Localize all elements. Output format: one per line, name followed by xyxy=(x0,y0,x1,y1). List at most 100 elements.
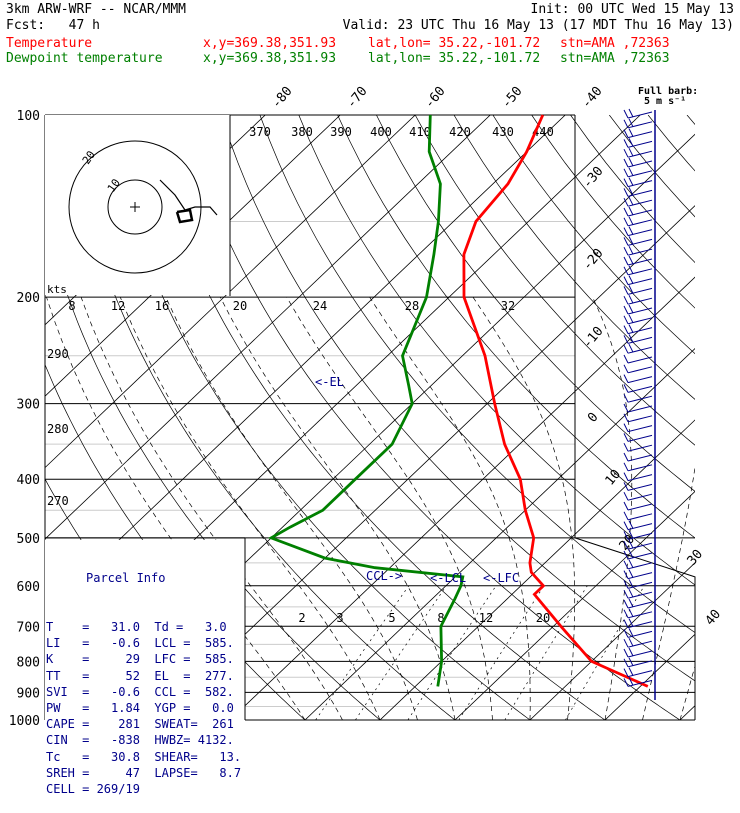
wind-barb-flag xyxy=(624,296,628,304)
wind-barb-flag xyxy=(624,277,628,285)
wind-barb-flag xyxy=(624,424,628,432)
wind-barb-flag xyxy=(624,610,628,618)
wind-barb-flag xyxy=(624,267,628,275)
theta-label: 410 xyxy=(409,125,431,139)
parcel-info-title: Parcel Info xyxy=(46,570,246,586)
parcel-info-row: SREH = 47 LAPSE= 8.7 xyxy=(46,765,246,781)
isotherm-label: 20 xyxy=(617,532,639,554)
wind-barb-flag xyxy=(629,276,633,284)
wind-barb-flag xyxy=(624,355,628,363)
hodograph-bg xyxy=(45,115,230,295)
pressure-label: 300 xyxy=(17,398,40,413)
wind-barb-flag xyxy=(624,316,628,324)
wind-barb-flag xyxy=(624,473,628,481)
wind-barb-flag xyxy=(624,149,628,157)
wind-barb-flag xyxy=(629,609,633,617)
parcel-info-row: SVI = -0.6 CCL = 582. xyxy=(46,684,246,700)
pressure-label: 200 xyxy=(17,291,40,306)
wind-barb-flag xyxy=(624,247,628,255)
wind-barb-flag xyxy=(629,138,633,146)
dewpoint-curve xyxy=(271,115,463,686)
pressure-label: 500 xyxy=(17,532,40,547)
isotherm-label: 0 xyxy=(585,410,602,426)
pressure-label: 100 xyxy=(17,109,40,124)
isotherm-label: 30 xyxy=(685,547,707,569)
wind-barb-flag xyxy=(629,344,633,352)
wind-barb-flag xyxy=(629,599,633,607)
wind-barb-flag xyxy=(624,345,628,353)
hodo-unit-label: kts xyxy=(47,283,67,296)
theta-label: 400 xyxy=(370,125,392,139)
wind-barb-flag xyxy=(624,198,628,206)
wind-barb-flag xyxy=(629,227,633,235)
wind-barb-flag xyxy=(624,512,628,520)
pressure-label: 1000 xyxy=(9,714,40,729)
moist-adiabat xyxy=(680,297,740,720)
wind-barb-flag xyxy=(629,315,633,323)
theta-label: 370 xyxy=(249,125,271,139)
wind-barb xyxy=(628,514,652,520)
wind-barb-flag xyxy=(624,306,628,314)
hodo-speed-label: 28 xyxy=(405,299,419,313)
wind-barb-flag xyxy=(629,217,633,225)
temperature-curve xyxy=(464,115,648,686)
mixing-ratio-label: 3 xyxy=(336,611,343,625)
moist-adiabat xyxy=(220,297,455,720)
isotherm-label: 40 xyxy=(703,607,725,629)
wind-barb xyxy=(628,357,652,363)
wind-barb-flag xyxy=(624,463,628,471)
isotherm-line xyxy=(380,115,740,720)
hodo-speed-label: 8 xyxy=(68,299,75,313)
wind-barb-flag xyxy=(624,139,628,147)
pressure-label: 800 xyxy=(17,655,40,670)
wind-barb-flag xyxy=(624,659,628,667)
pressure-label: 400 xyxy=(17,473,40,488)
isotherm-line xyxy=(305,115,740,720)
wind-barb-flag xyxy=(624,522,628,530)
isotherm-label: -50 xyxy=(499,84,526,112)
wind-barb-flag xyxy=(629,285,633,293)
wind-barb-flag xyxy=(624,502,628,510)
hodo-dir-label: 280 xyxy=(47,422,69,436)
wind-barb-flag xyxy=(629,560,633,568)
theta-label: 380 xyxy=(291,125,313,139)
parcel-info-row: K = 29 LFC = 585. xyxy=(46,651,246,667)
parcel-info-row: PW = 1.84 YGP = 0.0 xyxy=(46,700,246,716)
wind-barb-flag xyxy=(629,256,633,264)
wind-barb-flag xyxy=(629,158,633,166)
pressure-label: 900 xyxy=(17,686,40,701)
mixing-ratio-line xyxy=(459,586,544,720)
barb-note-line2: 5 m s⁻¹ xyxy=(644,96,686,107)
wind-barb-flag xyxy=(624,375,628,383)
dry-adiabat xyxy=(415,115,740,720)
hodo-speed-label: 20 xyxy=(233,299,247,313)
parcel-info-row: CIN = -838 HWBZ= 4132. xyxy=(46,732,246,748)
wind-barb-flag xyxy=(624,188,628,196)
wind-barb-flag xyxy=(629,334,633,342)
hodo-speed-label: 16 xyxy=(155,299,169,313)
ccl-label: CCL-> xyxy=(366,569,402,583)
skewt-chart: { "header": { "model": "3km ARW-WRF -- N… xyxy=(0,0,740,740)
wind-barb-flag xyxy=(624,326,628,334)
parcel-info-row: T = 31.0 Td = 3.0 xyxy=(46,619,246,635)
wind-barb-flag xyxy=(624,257,628,265)
moist-adiabat xyxy=(287,297,493,720)
mixing-ratio-label: 20 xyxy=(536,611,550,625)
wind-barb xyxy=(628,377,652,383)
wind-barb-flag xyxy=(629,628,633,636)
wind-barb-flag xyxy=(624,365,628,373)
lfc-label: <-LFC xyxy=(483,571,519,585)
wind-barb-flag xyxy=(624,169,628,177)
wind-barb-flag xyxy=(629,305,633,313)
wind-barb-flag xyxy=(629,178,633,186)
hodo-dir-label: 290 xyxy=(47,347,69,361)
hodo-speed-label: 12 xyxy=(111,299,125,313)
wind-barb-flag xyxy=(624,394,628,402)
wind-barb-flag xyxy=(629,197,633,205)
isotherm-label: -70 xyxy=(344,84,371,112)
parcel-info-row: TT = 52 EL = 277. xyxy=(46,668,246,684)
wind-barb-flag xyxy=(624,218,628,226)
wind-barb-flag xyxy=(629,668,633,676)
wind-barb-flag xyxy=(629,148,633,156)
wind-barb-flag xyxy=(624,678,628,686)
